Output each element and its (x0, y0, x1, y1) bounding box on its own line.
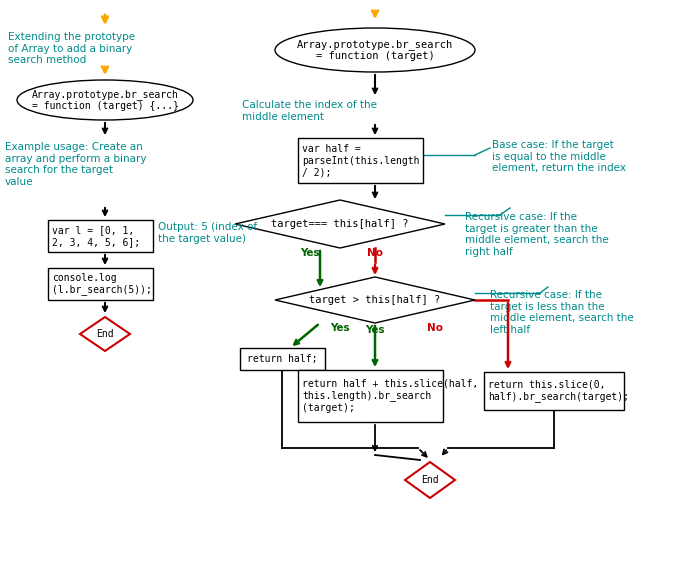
Text: Array.prototype.br_search
= function (target) {...}: Array.prototype.br_search = function (ta… (32, 89, 178, 111)
Text: Yes: Yes (300, 248, 320, 258)
Text: End: End (96, 329, 114, 339)
Text: console.log
(l.br_search(5));: console.log (l.br_search(5)); (52, 273, 152, 295)
Text: No: No (427, 323, 443, 333)
Text: var l = [0, 1,
2, 3, 4, 5, 6];: var l = [0, 1, 2, 3, 4, 5, 6]; (52, 225, 140, 247)
Text: Calculate the index of the
middle element: Calculate the index of the middle elemen… (242, 100, 377, 122)
Text: Yes: Yes (330, 323, 350, 333)
Polygon shape (405, 462, 455, 498)
Text: Recursive case: If the
target is greater than the
middle element, search the
rig: Recursive case: If the target is greater… (465, 212, 609, 257)
Text: No: No (367, 248, 383, 258)
Polygon shape (235, 200, 445, 248)
FancyBboxPatch shape (298, 370, 443, 422)
Ellipse shape (17, 80, 193, 120)
Polygon shape (275, 277, 475, 323)
Text: return this.slice(0,
half).br_search(target);: return this.slice(0, half).br_search(tar… (488, 380, 629, 402)
Text: Base case: If the target
is equal to the middle
element, return the index: Base case: If the target is equal to the… (492, 140, 626, 173)
Text: Extending the prototype
of Array to add a binary
search method: Extending the prototype of Array to add … (8, 32, 135, 65)
Text: Example usage: Create an
array and perform a binary
search for the target
value: Example usage: Create an array and perfo… (5, 142, 147, 187)
FancyBboxPatch shape (484, 372, 624, 410)
Text: return half;: return half; (247, 354, 318, 364)
Text: Yes: Yes (365, 325, 385, 335)
Text: Recursive case: If the
target is less than the
middle element, search the
left h: Recursive case: If the target is less th… (490, 290, 634, 335)
Text: var half =
parseInt(this.length
/ 2);: var half = parseInt(this.length / 2); (302, 144, 420, 177)
FancyBboxPatch shape (298, 138, 423, 183)
Text: End: End (421, 475, 439, 485)
Text: target > this[half] ?: target > this[half] ? (309, 295, 441, 305)
Text: return half + this.slice(half,
this.length).br_search
(target);: return half + this.slice(half, this.leng… (302, 379, 478, 413)
FancyBboxPatch shape (240, 348, 325, 370)
FancyBboxPatch shape (48, 268, 153, 300)
Text: Array.prototype.br_search
= function (target): Array.prototype.br_search = function (ta… (297, 39, 453, 61)
Ellipse shape (275, 28, 475, 72)
Text: target=== this[half] ?: target=== this[half] ? (271, 219, 409, 229)
FancyBboxPatch shape (48, 220, 153, 252)
Text: Output: 5 (index of
the target value): Output: 5 (index of the target value) (158, 222, 257, 243)
Polygon shape (80, 317, 130, 351)
